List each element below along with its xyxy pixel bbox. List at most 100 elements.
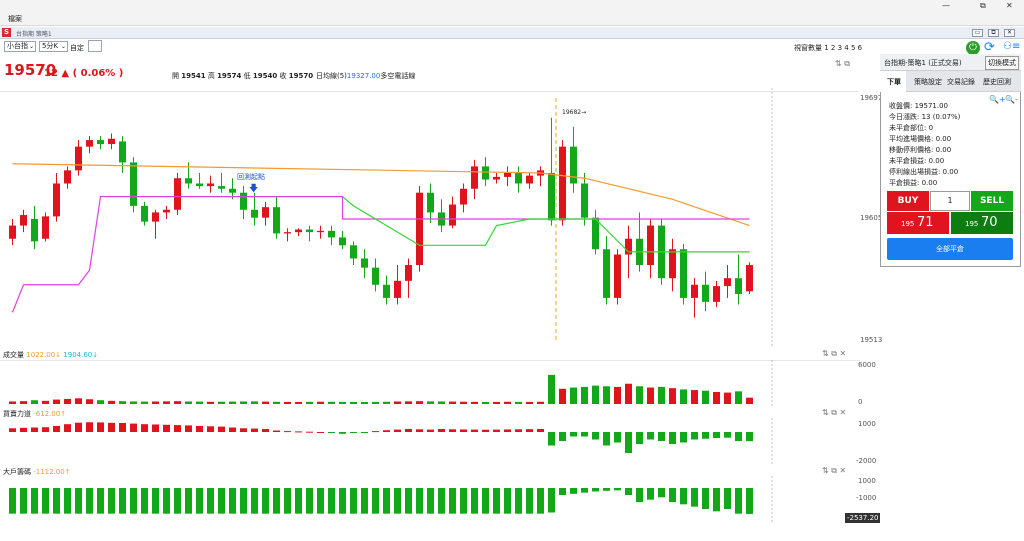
candles-layer [9,117,753,318]
ask-price-button[interactable]: 195 70 [951,212,1013,234]
period-select[interactable]: 5分K ⌄ [39,41,68,52]
stat-trailing-stop: 移動停利價格: 0.00 [889,146,952,154]
high-value: 19574 [217,72,242,80]
candle-body [339,237,346,246]
candle-body [273,207,280,234]
big-trader-bar [229,488,236,514]
power-bar [713,432,720,438]
high-label: 高 [207,72,215,80]
open-value: 19541 [181,72,206,80]
candle-body [218,186,225,189]
big-trader-bar [31,488,38,514]
power-bar [306,431,313,433]
candle-body [130,162,137,206]
big-trader-bar [515,488,522,514]
candle-body [735,278,742,294]
close-button[interactable]: ✕ [1006,1,1013,10]
big-trader-bar [713,488,720,512]
view-count-label[interactable]: 視窗數量 1 2 3 4 5 6 [794,44,863,52]
candle-body [295,229,302,233]
power-bar [31,427,38,432]
power-bar [240,428,247,432]
volume-bar [218,401,225,404]
big-trader-bar [273,488,280,514]
power-bar [669,432,676,444]
big-trader-bar [504,488,511,514]
big-trader-bar [427,488,434,514]
big-trader-bar [152,488,159,514]
volume-panel-tools-icon[interactable]: ⇅ ⧉ ✕ [822,349,847,358]
zoom-out-icon[interactable]: 🔍- [1005,95,1018,104]
power-bar [42,427,49,432]
tab-strategy[interactable]: 策略設定 [914,78,942,86]
pullback-arrow-icon: 🡇 [249,184,259,194]
candle-body [449,204,456,226]
candle-body [460,188,467,205]
candle-body [185,178,192,184]
custom-label: 自定 [70,44,84,52]
big-trader-bar [185,488,192,514]
power-bar [383,430,390,432]
power-bar [548,432,555,446]
zoom-in-icon[interactable]: 🔍+ [989,95,1006,104]
volume-bar [207,401,214,404]
volume-bar [361,401,368,404]
power-bar [614,432,621,443]
volume-bar [526,401,533,404]
quantity-input[interactable]: 1 [930,191,970,211]
big-trader-bar [328,488,335,514]
candle-body [97,140,104,145]
volume-bar [328,401,335,404]
big-trader-bar [647,488,654,500]
trailing-line [342,196,750,253]
volume-bar [284,401,291,404]
tab-backtest[interactable]: 歷史回測 [983,78,1011,86]
doc-restore-button[interactable]: ⧉ [988,29,999,37]
volume-bar [493,401,500,404]
volume-bar [669,388,676,404]
chart-toolbar: 小台指 ⌄ 5分K ⌄ 自定 視窗數量 1 2 3 4 5 6 [0,40,880,54]
big-trader-chart [9,476,773,524]
symbol-select[interactable]: 小台指 ⌄ [4,41,36,52]
custom-input[interactable] [88,40,102,52]
main-panel-tools-icon[interactable]: ⇅ ⧉ [835,59,850,68]
candle-body [394,280,401,298]
sell-button[interactable]: SELL [971,191,1013,211]
refresh-icon[interactable]: ⟳ [984,40,995,55]
candle-body [306,229,313,233]
candle-body [9,225,16,239]
doc-minimize-button[interactable]: ▭ [972,29,983,37]
window-controls: — ⧉ ✕ [940,0,1024,12]
volume-bar [702,390,709,404]
y-label-mid: 19605 [860,214,883,222]
candle-body [647,225,654,266]
restore-button[interactable]: ⧉ [980,1,986,10]
candle-body [163,209,170,213]
volume-bar [262,401,269,404]
big-bars [9,488,753,514]
candle-body [141,205,148,222]
big-v1: -1112.00↑ [33,468,71,476]
bid-price-button[interactable]: 195 71 [887,212,949,234]
big-trader-bar [218,488,225,514]
buy-button[interactable]: BUY [887,191,929,211]
power-bar [119,423,126,432]
tab-trade-log[interactable]: 交易記錄 [947,78,975,86]
stat-open-pnl: 未平倉損益: 0.00 [889,157,945,165]
minimize-button[interactable]: — [942,1,950,10]
power-panel-tools-icon[interactable]: ⇅ ⧉ ✕ [822,408,847,417]
y-label-top: 19697 [860,94,883,102]
volume-bar [75,398,82,404]
user-list-icon[interactable]: ⚇≡ [1003,41,1021,52]
volume-bar [394,401,401,404]
power-icon[interactable]: ⏻ [966,41,980,55]
volume-bar [416,401,423,404]
switch-mode-button[interactable]: 切換模式 [985,56,1019,70]
stat-avg-entry: 平均進場價格: 0.00 [889,135,952,143]
tab-order[interactable]: 下單 [880,71,906,92]
close-label: 收 [279,72,287,80]
doc-close-button[interactable]: ✕ [1004,29,1015,37]
big-panel-tools-icon[interactable]: ⇅ ⧉ ✕ [822,466,847,475]
menu-file[interactable]: 檔案 [8,15,22,23]
close-all-button[interactable]: 全部平倉 [887,238,1013,260]
